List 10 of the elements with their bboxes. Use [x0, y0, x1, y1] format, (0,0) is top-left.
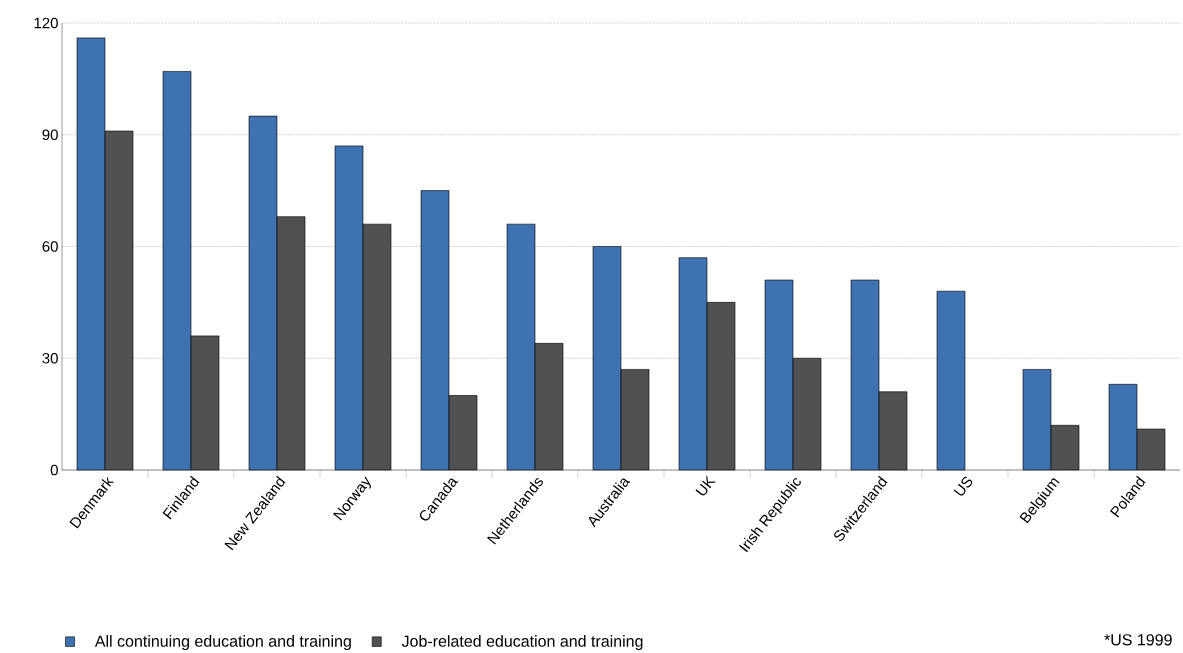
x-tick-label: US: [953, 476, 973, 496]
y-tick-label: 60: [42, 241, 58, 252]
y-tick-label: 30: [42, 352, 58, 364]
legend-label: Job-related education and training: [401, 635, 643, 651]
legend-label: All continuing education and training: [94, 635, 351, 651]
y-tick-label: 90: [42, 129, 58, 141]
x-tick-label: UK: [695, 475, 716, 496]
y-tick-label: 0: [50, 464, 58, 476]
text: *US 1999: [1104, 634, 1172, 646]
y-tick-label: 120: [34, 17, 58, 29]
